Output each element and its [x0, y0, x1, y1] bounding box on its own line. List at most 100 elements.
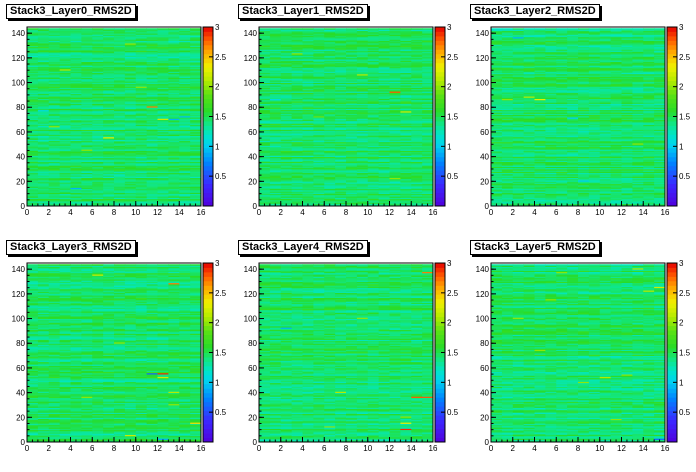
palette-band [203, 174, 213, 180]
heatmap-cell [411, 131, 423, 134]
heatmap-cell [179, 180, 191, 182]
heatmap-cell [27, 31, 39, 34]
heatmap-cell [367, 134, 380, 137]
heatmap-cell [269, 141, 282, 144]
heatmap-cell [302, 196, 314, 198]
heatmap-cell [269, 81, 282, 83]
heatmap-cell [269, 40, 282, 43]
heatmap-cell [346, 144, 358, 146]
heatmap-cell [259, 165, 271, 167]
heatmap-cell [59, 94, 71, 97]
heatmap-cell [179, 122, 191, 124]
heatmap-cell [70, 136, 82, 139]
heatmap-cell [280, 30, 293, 33]
heatmap-cell [146, 199, 158, 202]
z-tick-label: 2.5 [215, 53, 227, 62]
heatmap-cell [400, 59, 412, 61]
heatmap-cell [302, 81, 314, 83]
heatmap-cell [324, 194, 336, 197]
heatmap-cell [59, 88, 71, 91]
heatmap-cell [70, 189, 82, 192]
heatmap-cell [411, 162, 423, 165]
heatmap-cell [269, 41, 282, 44]
heatmap-cell [179, 86, 191, 88]
heatmap-cell [103, 75, 115, 77]
heatmap-cell [27, 124, 39, 127]
heatmap-cell [259, 96, 271, 98]
heatmap-cell [168, 149, 180, 151]
heatmap-cell [302, 149, 314, 151]
heatmap-cell [400, 193, 412, 196]
heatmap-cell [179, 81, 191, 83]
heatmap-cell [269, 88, 282, 91]
heatmap-cell [103, 92, 115, 95]
heatmap-cell [313, 102, 325, 104]
heatmap-cell [146, 29, 158, 32]
heatmap-cell [124, 126, 137, 129]
heatmap-cell [346, 83, 358, 86]
heatmap-cell [179, 130, 191, 133]
heatmap-cell [103, 35, 115, 38]
heatmap-cell [168, 150, 180, 153]
heatmap-cell [168, 44, 180, 46]
heatmap-cell [280, 156, 293, 159]
heatmap-cell [179, 162, 191, 165]
heatmap-cell [400, 126, 412, 129]
heatmap-cell [59, 141, 71, 144]
heatmap-cell [146, 191, 158, 193]
heatmap-cell [324, 129, 336, 132]
heatmap-cell [37, 186, 50, 188]
heatmap-cell [378, 54, 390, 56]
heatmap-cell [411, 94, 423, 97]
heatmap-cell [280, 167, 293, 170]
heatmap-cell [302, 133, 314, 135]
heatmap-cell [92, 35, 104, 38]
heatmap-cell [92, 82, 104, 85]
heatmap-cell [124, 134, 137, 137]
heatmap-cell [70, 29, 82, 32]
heatmap-cell [643, 202, 655, 204]
heatmap-cell [302, 135, 314, 138]
heatmap-cell [179, 56, 191, 59]
heatmap-cell [81, 109, 93, 112]
heatmap-cell [103, 109, 115, 112]
heatmap-cell [114, 117, 126, 119]
heatmap-cell [157, 108, 169, 111]
heatmap-cell [92, 149, 104, 151]
heatmap-cell [356, 28, 369, 30]
y-tick-label: 100 [244, 79, 258, 88]
heatmap-cell [135, 59, 148, 61]
heatmap-cell [114, 110, 126, 113]
palette-band [203, 53, 213, 59]
heatmap-cell [190, 180, 202, 182]
heatmap-cell [422, 164, 434, 166]
heatmap-cell [146, 185, 158, 187]
heatmap-cell [27, 173, 39, 176]
heatmap-cell [269, 61, 282, 64]
heatmap-cell [389, 83, 401, 86]
heatmap-cell [302, 131, 314, 134]
heatmap-cell [346, 89, 358, 92]
heatmap-cell [259, 92, 271, 95]
heatmap-cell [356, 185, 369, 187]
palette-band [203, 27, 213, 32]
heatmap-cell [157, 164, 169, 166]
heatmap-cell [389, 71, 401, 74]
heatmap-cell [313, 129, 325, 132]
heatmap-cell [146, 133, 158, 135]
heatmap-cell [81, 93, 93, 96]
heatmap-cell [356, 194, 369, 197]
heatmap-cell [280, 35, 293, 38]
heatmap-cell [356, 71, 369, 74]
heatmap-cell [313, 36, 325, 39]
heatmap-cell [335, 54, 347, 56]
heatmap-cell [335, 175, 347, 177]
heatmap-cell [168, 122, 180, 124]
heatmap-cell [324, 67, 336, 70]
heatmap-cell [59, 145, 71, 148]
heatmap-cell [48, 71, 61, 74]
heatmap-cell [190, 107, 202, 109]
heatmap-cell [157, 45, 169, 48]
heatmap-cell [168, 187, 180, 190]
heatmap-cell [302, 165, 314, 167]
